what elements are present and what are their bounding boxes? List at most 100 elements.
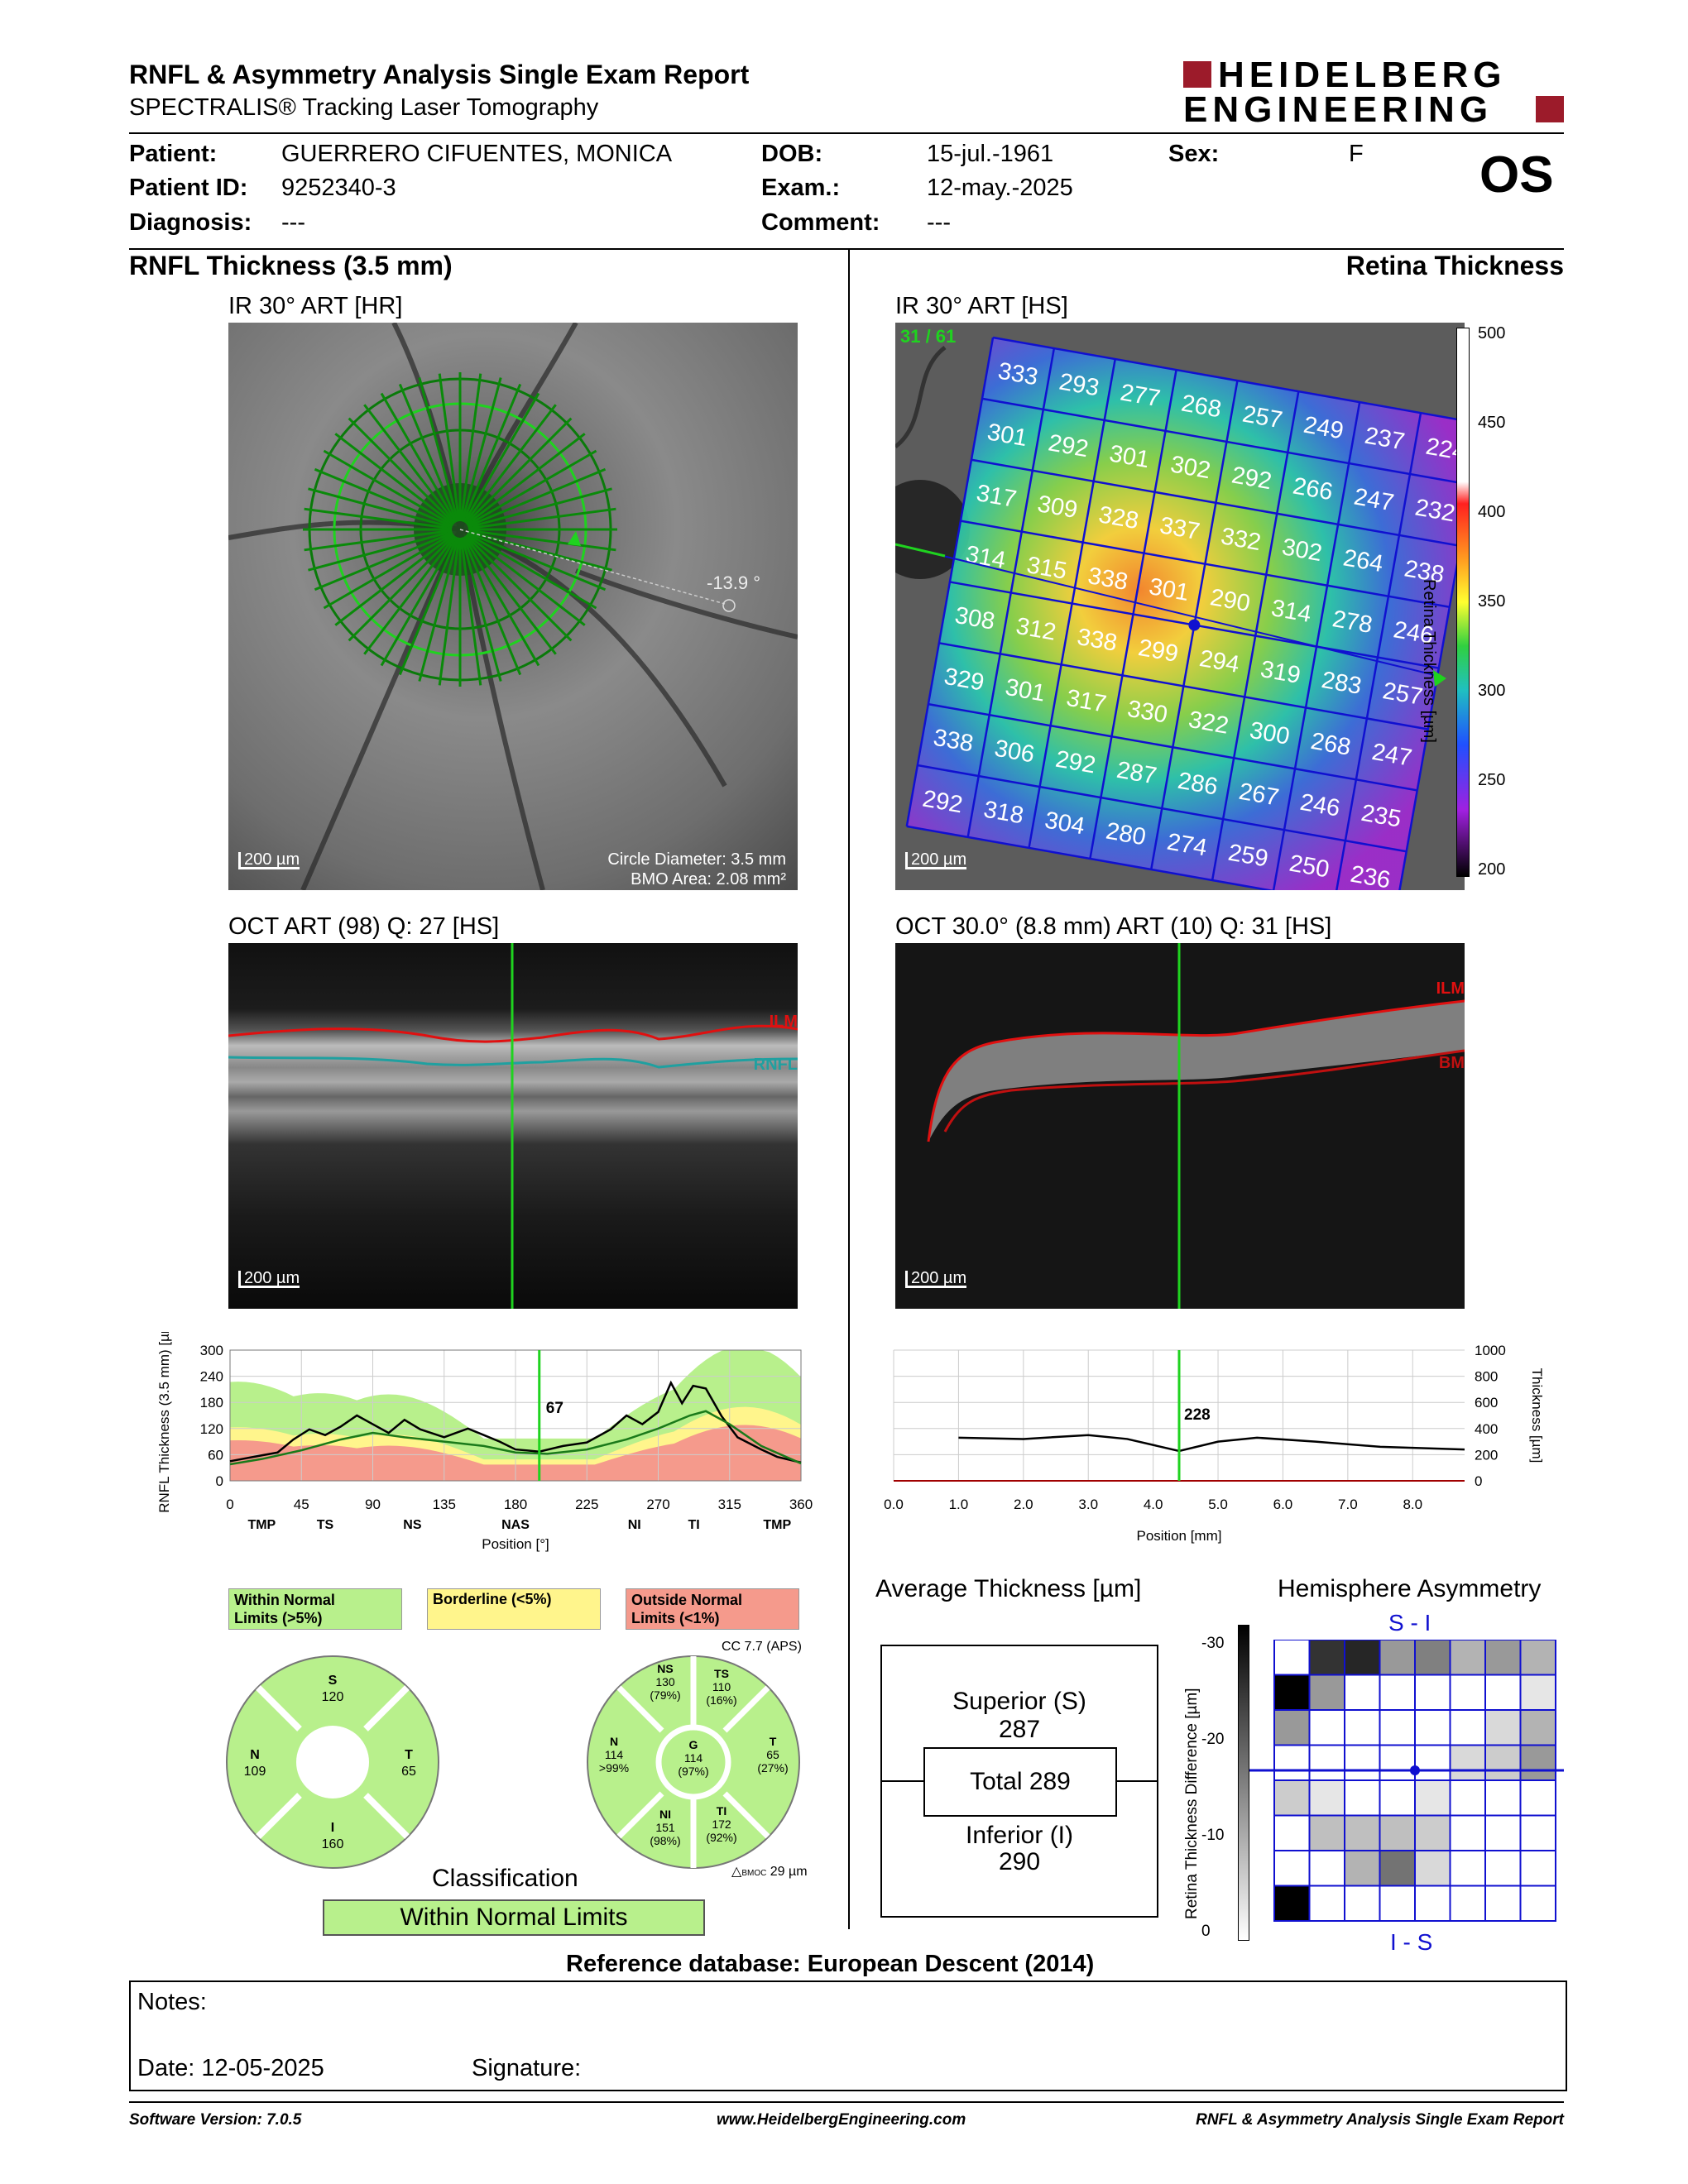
hemi-cell [1414,1779,1451,1817]
hemi-cell [1519,1885,1556,1922]
heidelberg-logo: HEIDELBERG ENGINEERING [1183,55,1564,131]
hemi-cell [1273,1885,1311,1922]
sector-circle-detail: NS 130 (79%) TS 110 (16%) N 114 >99% G 1… [587,1655,800,1869]
oct-label-left: OCT ART (98) Q: 27 [HS] [228,913,500,940]
svg-text:(92%): (92%) [706,1831,736,1844]
x-tick-label: 270 [646,1497,669,1512]
svg-text:130: 130 [655,1675,675,1688]
colorbar-tick: 500 [1478,324,1506,342]
rnfl-mean-line [229,1410,802,1466]
website: www.HeidelbergEngineering.com [717,2111,966,2129]
sex-label: Sex: [1168,141,1220,167]
hemi-cell [1308,1674,1345,1711]
signature-label: Signature: [472,2055,582,2081]
x-tick-label: 135 [433,1497,456,1512]
hemi-bottom-label: I - S [1390,1929,1433,1955]
svg-text:NS: NS [657,1662,673,1675]
notes-box[interactable]: Notes: Date: 12-05-2025 Signature: [129,1980,1567,2091]
hemi-cell [1273,1709,1311,1746]
hemi-scale-bar [1238,1625,1249,1941]
avg-thickness-title: Average Thickness [µm] [875,1575,1142,1602]
hemi-cell [1344,1709,1381,1746]
footer-report-name: RNFL & Asymmetry Analysis Single Exam Re… [1196,2111,1564,2129]
hemi-cell [1344,1779,1381,1817]
x-axis-label: Position [mm] [1137,1528,1222,1544]
hemi-cell [1449,1744,1486,1781]
hemi-cell [1484,1674,1522,1711]
sector-i-label: I [331,1821,334,1835]
x-tick-label: 315 [718,1497,741,1512]
ir-scale-right: 200 µm [905,851,967,869]
patient-id: 9252340-3 [281,175,396,201]
classification-value: Within Normal Limits [400,1904,628,1931]
y-tick-label: 800 [1475,1369,1498,1385]
ilm-tag-left: ILM [769,1013,798,1031]
svg-text:151: 151 [655,1821,675,1834]
y-tick-label: 180 [200,1395,223,1410]
hemi-cell [1379,1814,1416,1851]
retina-thickness-line [958,1434,1465,1453]
hemi-cell [1449,1779,1486,1817]
oct-label-right: OCT 30.0° (8.8 mm) ART (10) Q: 31 [HS] [895,913,1332,940]
hemi-cell [1484,1814,1522,1851]
x-tick-label: 180 [504,1497,527,1512]
exam-value: 12-may.-2025 [927,175,1073,201]
notes-label: Notes: [137,1989,207,2015]
svg-text:TI: TI [717,1804,727,1818]
hemi-cell [1273,1814,1311,1851]
legend-outside: Outside Normal Limits (<1%) [626,1588,799,1630]
hemi-cell [1273,1850,1311,1887]
colorbar-tick: 400 [1478,503,1506,521]
center-divider [848,250,850,1929]
hemi-cell [1273,1779,1311,1817]
sector-tick-label: TMP [247,1518,276,1532]
y-tick-label: 200 [1475,1447,1498,1463]
ir-label-left: IR 30° ART [HR] [228,293,403,319]
ir-label-right: IR 30° ART [HS] [895,293,1068,319]
hemi-cell [1379,1744,1416,1781]
x-tick-label: 225 [575,1497,598,1512]
rnfl-heading: RNFL Thickness (3.5 mm) [129,251,453,280]
date-label: Date: 12-05-2025 [137,2055,324,2081]
sector-s-label: S [328,1674,338,1688]
reference-database: Reference database: European Descent (20… [566,1951,1095,1977]
svg-text:>99%: >99% [599,1761,629,1774]
hemi-cell [1449,1674,1486,1711]
hemisphere-title: Hemisphere Asymmetry [1278,1575,1542,1602]
svg-text:(16%): (16%) [706,1693,736,1707]
svg-text:65: 65 [766,1748,779,1761]
hemi-cell [1344,1850,1381,1887]
colorbar-tick: 250 [1478,771,1506,789]
hemi-cell [1308,1779,1345,1817]
diagnosis-label: Diagnosis: [129,209,252,236]
y-axis-label: Thickness [µm] [1529,1368,1545,1463]
hemi-cell [1519,1779,1556,1817]
software-version: Software Version: 7.0.5 [129,2111,302,2129]
y-tick-label: 120 [200,1421,223,1437]
x-tick-label: 5.0 [1208,1497,1228,1512]
hemi-cell [1449,1709,1486,1746]
sector-n-label: N [250,1748,260,1762]
bmoc-readout: △BMOC 29 µm [731,1865,808,1879]
hemi-cell [1308,1814,1345,1851]
hemi-cell [1344,1674,1381,1711]
hemi-cell [1414,1674,1451,1711]
circle-diameter: Circle Diameter: 3.5 mm [607,850,786,869]
oct-bscan-right: ILM BM 200 µm [895,943,1465,1309]
hemi-cell [1344,1885,1381,1922]
y-tick-label: 400 [1475,1421,1498,1437]
svg-text:N: N [610,1735,618,1748]
svg-text:NI: NI [659,1808,671,1821]
hemi-cell [1273,1640,1311,1676]
cursor-value: 228 [1184,1406,1211,1424]
thickness-colorbar [1456,328,1470,877]
retina-heading: Retina Thickness [1345,251,1564,280]
legend-within: Within Normal Limits (>5%) [228,1588,402,1630]
x-tick-label: 3.0 [1078,1497,1098,1512]
classification-label: Classification [432,1865,578,1892]
patient-label: Patient: [129,141,218,167]
hemi-axis-label: Retina Thickness Difference [µm] [1183,1688,1201,1919]
sector-tick-label: TMP [763,1518,791,1532]
hemi-cell [1449,1885,1486,1922]
sector-t-label: T [405,1748,413,1762]
